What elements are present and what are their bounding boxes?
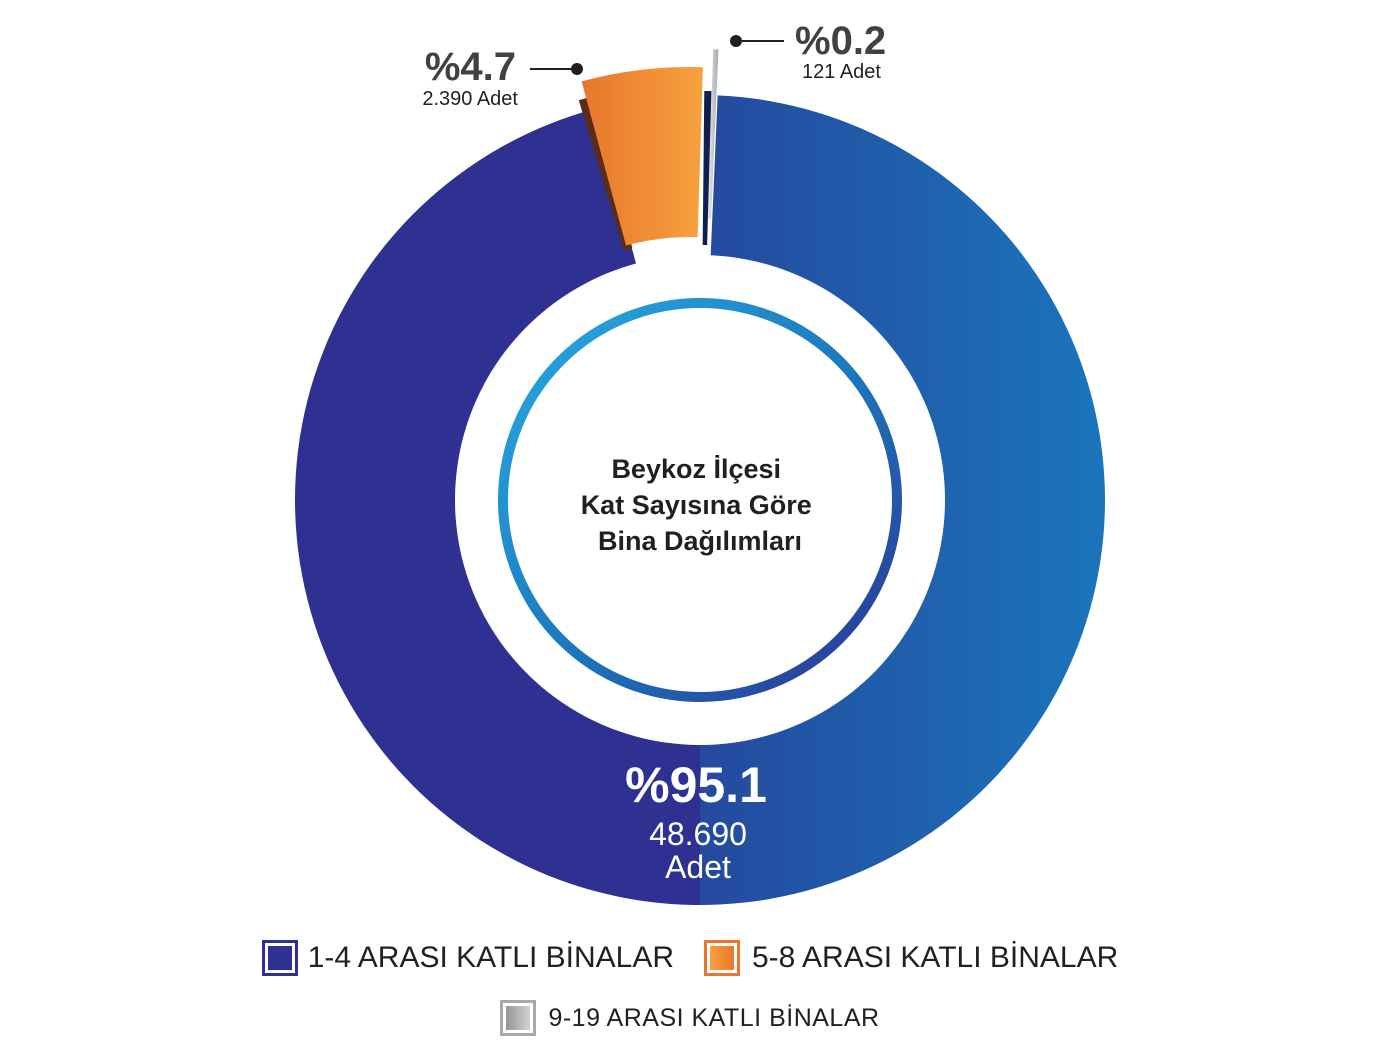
legend-item-9-19: 9-19 ARASI KATLI BİNALAR <box>500 1000 879 1036</box>
chart-title-line-3: Bina Dağılımları <box>598 526 802 556</box>
slice-1-4-count: 48.690 <box>649 816 747 852</box>
slice-5-8-percent: %4.7 <box>425 45 516 89</box>
legend-item-1-4: 1-4 ARASI KATLI BİNALAR <box>261 940 674 976</box>
slice-1-4-edge <box>702 91 712 246</box>
slice-9-19-percent: %0.2 <box>795 19 886 63</box>
legend-swatch-5-8 <box>704 940 740 976</box>
slice-1-4 <box>295 95 1105 905</box>
slice-1-4-percent: %95.1 <box>625 757 767 813</box>
slice-9-19-leader-dot <box>730 35 742 47</box>
slice-5-8 <box>581 66 703 246</box>
legend-label-1-4: 1-4 ARASI KATLI BİNALAR <box>307 941 674 974</box>
legend-label-5-8: 5-8 ARASI KATLI BİNALAR <box>752 941 1119 974</box>
legend-item-5-8: 5-8 ARASI KATLI BİNALAR <box>704 940 1118 976</box>
legend-swatch-9-19 <box>500 1000 537 1036</box>
legend-row-2: 9-19 ARASI KATLI BİNALAR <box>0 1000 1380 1036</box>
chart-title-line-2: Kat Sayısına Göre <box>581 490 812 520</box>
slice-9-19 <box>707 49 719 220</box>
slice-5-8-leader-dot <box>571 63 583 75</box>
legend-swatch-1-4 <box>261 940 298 976</box>
chart-title-line-1: Beykoz İlçesi <box>611 454 781 484</box>
slice-1-4-unit: Adet <box>665 849 731 885</box>
legend-row-1: 1-4 ARASI KATLI BİNALAR 5-8 ARASI KATLI … <box>0 940 1380 976</box>
donut-chart: Beykoz İlçesi Kat Sayısına Göre Bina Dağ… <box>295 19 1105 905</box>
inner-ring <box>498 298 902 702</box>
legend-label-9-19: 9-19 ARASI KATLI BİNALAR <box>548 1003 880 1032</box>
slice-9-19-count: 121 Adet <box>802 61 881 83</box>
pie-slices <box>295 49 1105 905</box>
chart-title: Beykoz İlçesi Kat Sayısına Göre Bina Dağ… <box>581 454 820 556</box>
slice-5-8-count: 2.390 Adet <box>422 88 518 110</box>
